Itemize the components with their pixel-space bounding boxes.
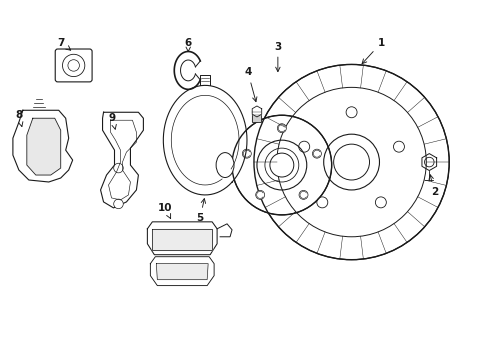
FancyBboxPatch shape xyxy=(55,49,92,82)
Polygon shape xyxy=(156,264,208,280)
Polygon shape xyxy=(150,257,214,285)
Circle shape xyxy=(253,64,448,260)
Polygon shape xyxy=(27,118,61,175)
Circle shape xyxy=(393,141,404,152)
Text: 2: 2 xyxy=(428,175,437,197)
Text: 9: 9 xyxy=(109,113,116,129)
Text: 5: 5 xyxy=(196,199,205,223)
Ellipse shape xyxy=(216,153,234,177)
Circle shape xyxy=(114,199,123,209)
Circle shape xyxy=(114,163,123,173)
Circle shape xyxy=(164,236,171,243)
Circle shape xyxy=(333,144,369,180)
Circle shape xyxy=(269,153,293,177)
Text: 8: 8 xyxy=(15,110,23,127)
Text: 6: 6 xyxy=(184,37,191,51)
Circle shape xyxy=(277,124,286,133)
Text: 1: 1 xyxy=(362,37,385,64)
Polygon shape xyxy=(152,229,212,250)
Circle shape xyxy=(316,197,327,208)
FancyBboxPatch shape xyxy=(252,112,261,122)
Text: 10: 10 xyxy=(158,203,172,219)
Circle shape xyxy=(312,149,321,158)
Polygon shape xyxy=(163,85,246,195)
Text: 3: 3 xyxy=(274,41,281,72)
Polygon shape xyxy=(13,110,73,182)
Circle shape xyxy=(192,236,199,243)
Polygon shape xyxy=(252,106,261,117)
Circle shape xyxy=(298,141,309,152)
Circle shape xyxy=(375,197,386,208)
Circle shape xyxy=(242,149,251,158)
Circle shape xyxy=(232,115,331,215)
Polygon shape xyxy=(147,222,217,255)
Polygon shape xyxy=(101,112,143,208)
Circle shape xyxy=(299,190,307,199)
Text: 4: 4 xyxy=(244,67,256,102)
Circle shape xyxy=(179,236,185,243)
Circle shape xyxy=(255,190,264,199)
Text: 7: 7 xyxy=(57,37,70,50)
Circle shape xyxy=(346,107,356,118)
